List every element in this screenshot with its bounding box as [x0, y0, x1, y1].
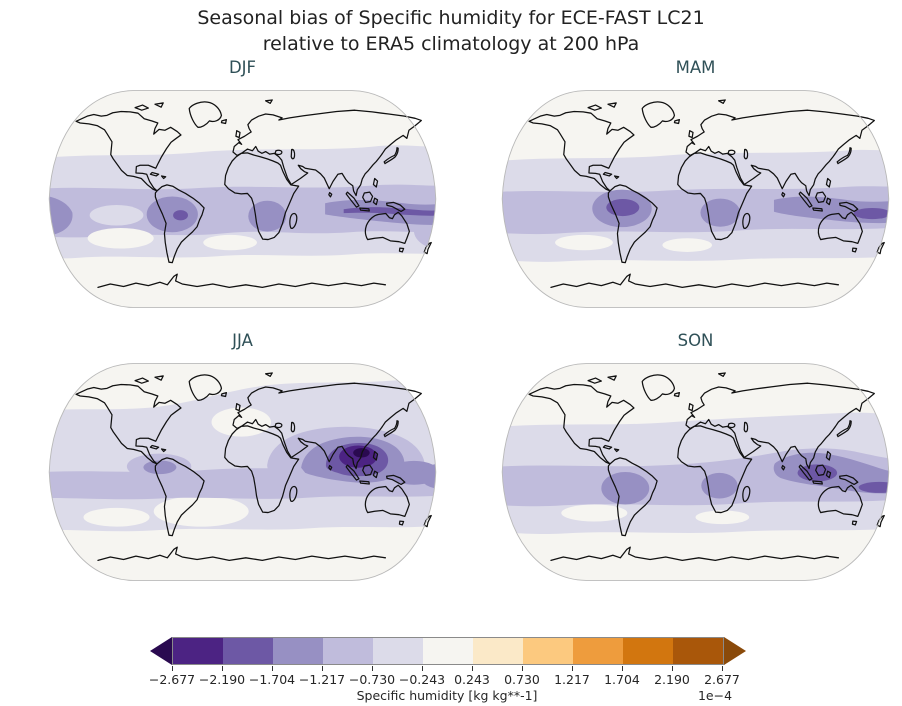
colorbar-segment — [323, 638, 373, 664]
map-jja — [48, 363, 437, 581]
colorbar-offset-label: 1e−4 — [697, 688, 733, 703]
colorbar-segment — [173, 638, 223, 664]
colorbar-segments — [172, 637, 724, 665]
colorbar-tick — [672, 666, 673, 671]
panel-title-djf: DJF — [228, 58, 257, 77]
colorbar-tick-label: 1.217 — [554, 672, 590, 687]
colorbar-segment — [423, 638, 473, 664]
colorbar-tick — [422, 666, 423, 671]
colorbar-bar — [150, 637, 746, 665]
colorbar-tick-label: −2.677 — [148, 672, 196, 687]
colorbar-segment — [223, 638, 273, 664]
colorbar-segment — [523, 638, 573, 664]
panel-title-mam: MAM — [675, 58, 716, 77]
colorbar-tick — [472, 666, 473, 671]
map-djf — [48, 90, 437, 308]
colorbar-segment — [273, 638, 323, 664]
panel-title-jja: JJA — [232, 331, 253, 350]
figure-title-line2: relative to ERA5 climatology at 200 hPa — [262, 33, 640, 55]
colorbar-tick-label: 0.730 — [504, 672, 540, 687]
panel-title-son: SON — [677, 331, 714, 350]
colorbar-segment — [673, 638, 723, 664]
figure-title: Seasonal bias of Specific humidity for E… — [0, 5, 902, 57]
figure-title-line1: Seasonal bias of Specific humidity for E… — [197, 7, 705, 29]
colorbar-tick-label: 1.704 — [604, 672, 640, 687]
colorbar-tick — [572, 666, 573, 671]
colorbar-tick-label: −1.704 — [248, 672, 296, 687]
colorbar-tick — [172, 666, 173, 671]
colorbar-left-arrow — [150, 637, 172, 665]
bias-contours-son — [502, 412, 889, 534]
colorbar-tick — [722, 666, 723, 671]
colorbar-segment — [373, 638, 423, 664]
colorbar-tick-label: −2.190 — [198, 672, 246, 687]
colorbar-tick — [322, 666, 323, 671]
colorbar-tick — [622, 666, 623, 671]
map-mam — [501, 90, 890, 308]
colorbar: −2.677 −2.190 −1.704 −1.217 −0.730 −0.24… — [148, 637, 746, 706]
colorbar-tick — [272, 666, 273, 671]
colorbar-segment — [473, 638, 523, 664]
colorbar-tick-label: −0.243 — [398, 672, 446, 687]
colorbar-tick-label: −1.217 — [298, 672, 346, 687]
colorbar-tick — [522, 666, 523, 671]
bias-contours-jja — [49, 380, 436, 532]
colorbar-right-arrow — [724, 637, 746, 665]
colorbar-axis-label: Specific humidity [kg kg**-1] — [356, 688, 538, 703]
colorbar-tick-label: 2.677 — [704, 672, 740, 687]
colorbar-tick-label: −0.730 — [348, 672, 396, 687]
map-son — [501, 363, 890, 581]
colorbar-tick — [222, 666, 223, 671]
colorbar-tick-label: 0.243 — [454, 672, 490, 687]
colorbar-tick — [372, 666, 373, 671]
colorbar-segment — [623, 638, 673, 664]
colorbar-tick-label: 2.190 — [654, 672, 690, 687]
colorbar-segment — [573, 638, 623, 664]
